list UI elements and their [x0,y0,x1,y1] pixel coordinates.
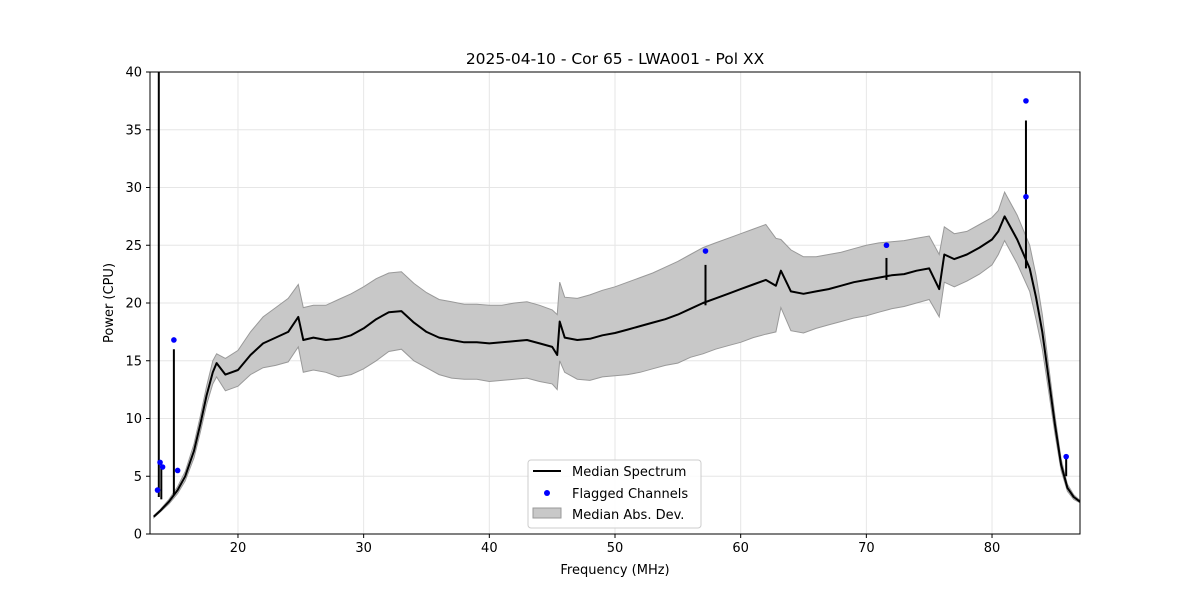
flagged-point-0 [154,487,161,493]
legend-flagged-label: Flagged Channels [572,487,688,502]
legend: Median Spectrum Flagged Channels Median … [527,459,702,529]
flagged-point-6 [883,242,890,249]
flagged-point-5 [702,248,709,254]
legend-mad-label: Median Abs. Dev. [572,508,684,523]
flagged-point-7 [1023,98,1029,104]
y-tick-label-15: 15 [125,354,142,369]
y-tick-label-20: 20 [125,297,142,312]
x-tick-label-20: 20 [230,541,247,556]
flagged-point-4 [174,467,181,474]
y-tick-label-10: 10 [125,412,142,427]
y-tick-label-40: 40 [125,66,142,81]
median-line-group [153,215,1081,518]
flagged-point-2 [159,464,166,470]
x-tick-label-40: 40 [481,541,498,556]
y-axis-ticks: 0 5 10 15 20 25 30 35 40 [125,66,150,543]
y-tick-label-25: 25 [125,239,142,254]
legend-flagged-swatch [544,490,550,496]
x-tick-label-30: 30 [355,541,372,556]
flagged-point-3 [171,337,177,343]
flagged-point-8 [1023,193,1029,200]
x-tick-label-80: 80 [984,541,1001,556]
x-tick-label-50: 50 [607,541,624,556]
x-axis-label: Frequency (MHz) [560,563,669,578]
median-spectrum-line [153,215,1081,518]
chart-title: 2025-04-10 - Cor 65 - LWA001 - Pol XX [466,50,765,68]
y-tick-label-35: 35 [125,123,142,138]
legend-mad-swatch [532,507,562,519]
x-tick-label-60: 60 [732,541,749,556]
y-tick-label-0: 0 [134,528,142,543]
legend-box [527,459,702,529]
flagged-point-9 [1063,453,1069,460]
y-axis-label: Power (CPU) [102,263,117,343]
x-axis-ticks: 20 30 40 50 60 70 80 [230,534,1001,556]
flagged-points-group [154,98,1069,493]
flagged-point-1 [157,459,163,466]
y-tick-label-30: 30 [125,181,142,196]
y-tick-label-5: 5 [134,470,142,485]
legend-median-label: Median Spectrum [572,465,686,480]
x-tick-label-70: 70 [858,541,875,556]
